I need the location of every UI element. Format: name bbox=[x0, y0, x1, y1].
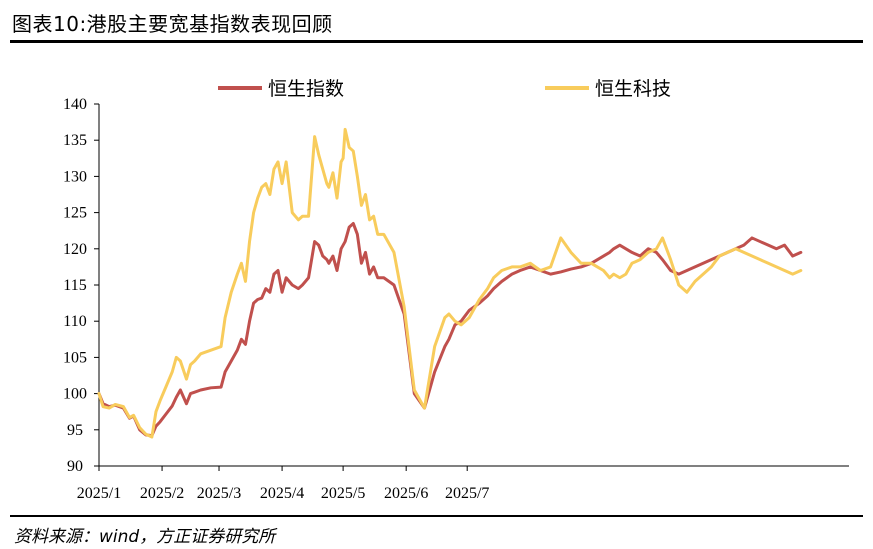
series-line-hstech bbox=[97, 127, 803, 439]
x-tick-label: 2025/6 bbox=[384, 485, 428, 502]
x-axis: 2025/1 2025/2 2025/3 2025/4 2025/5 2025/6 2025… bbox=[77, 465, 849, 502]
y-tick-label: 120 bbox=[63, 241, 87, 258]
y-tick-label: 95 bbox=[67, 422, 83, 439]
y-tick-label: 135 bbox=[63, 132, 87, 149]
series-line-hsi bbox=[97, 221, 803, 438]
chart-title: 图表10:港股主要宽基指数表现回顾 bbox=[12, 12, 333, 36]
legend-label-hsi: 恒生指数 bbox=[268, 78, 344, 100]
x-tick-label: 2025/2 bbox=[140, 485, 184, 502]
x-tick-label: 2025/1 bbox=[77, 485, 121, 502]
y-axis: 90 95 100 105 110 115 120 125 130 135 140 bbox=[63, 96, 100, 475]
y-tick-label: 125 bbox=[63, 205, 87, 222]
y-tick-label: 110 bbox=[63, 313, 86, 330]
legend: 恒生指数 恒生科技 bbox=[218, 78, 671, 100]
y-tick-label: 90 bbox=[67, 458, 83, 475]
x-tick-label: 2025/3 bbox=[197, 485, 241, 502]
source-rule bbox=[10, 515, 863, 517]
title-rule bbox=[10, 40, 863, 43]
x-tick-label: 2025/5 bbox=[321, 485, 365, 502]
y-tick-label: 100 bbox=[63, 386, 87, 403]
y-tick-label: 130 bbox=[63, 168, 87, 185]
x-tick-label: 2025/4 bbox=[260, 485, 304, 502]
y-tick-label: 105 bbox=[63, 349, 87, 366]
source-note: 资料来源：wind，方正证券研究所 bbox=[14, 527, 276, 547]
series-layer bbox=[97, 127, 803, 439]
x-tick-label: 2025/7 bbox=[445, 485, 489, 502]
legend-label-hstech: 恒生科技 bbox=[595, 78, 671, 100]
y-tick-label: 140 bbox=[63, 96, 87, 113]
y-tick-label: 115 bbox=[63, 277, 86, 294]
